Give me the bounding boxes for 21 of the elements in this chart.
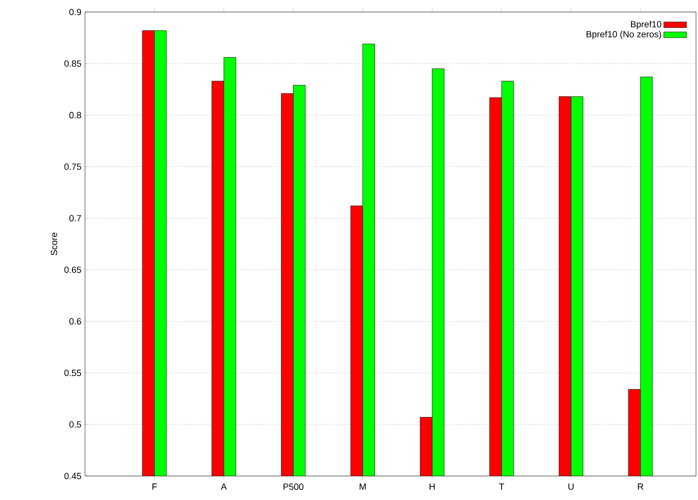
x-tick-label: H (430, 484, 435, 490)
x-tick-label: T (499, 484, 504, 490)
y-tick-label: 0.6 (69, 318, 82, 325)
y-tick-label: 0.55 (64, 370, 82, 376)
y-tick-label: 0.45 (64, 472, 82, 480)
legend-label: Bpref10 (No zeros) (586, 30, 662, 40)
y-tick-label: 0.7 (69, 215, 82, 222)
y-tick-label: 0.75 (64, 163, 82, 170)
y-tick-label: 0.8 (69, 112, 82, 118)
y-tick-label: 0.65 (64, 266, 82, 273)
x-tick-label: U (568, 484, 574, 490)
legend-label: Bpref10 (630, 20, 662, 30)
y-axis-title: Score (50, 232, 58, 256)
x-tick-label: M (360, 484, 366, 490)
x-tick-label: F (152, 484, 157, 490)
x-tick-label: P500 (284, 484, 304, 490)
y-tick-label: 0.9 (69, 8, 82, 16)
x-tick-label: A (220, 484, 227, 490)
x-tick-label: R (638, 484, 644, 490)
y-tick-label: 0.5 (69, 421, 82, 428)
y-tick-label: 0.85 (64, 60, 82, 67)
